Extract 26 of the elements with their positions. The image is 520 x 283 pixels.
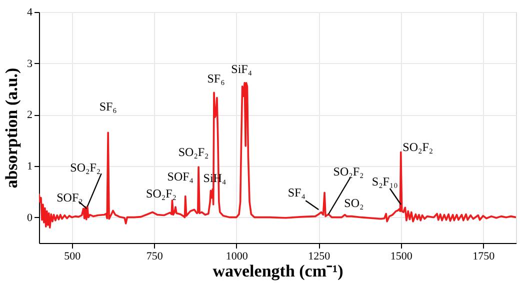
annotation: SiF₄ — [231, 62, 252, 76]
x-tick-label: 1750 — [472, 250, 496, 262]
annotation: SOF₂ — [56, 190, 83, 205]
y-tick-label: 2 — [27, 109, 32, 122]
x-tick-label: 1250 — [308, 250, 331, 262]
annotation: SO₂ — [344, 196, 364, 210]
annotation: SO₂F₂ — [146, 186, 176, 200]
y-tick-label: 3 — [27, 58, 33, 70]
annotation: S₂F₁₀ — [372, 174, 398, 188]
x-tick-label: 1500 — [390, 250, 413, 262]
x-tick-label: 1000 — [226, 250, 248, 262]
x-tick-label: 750 — [146, 250, 164, 262]
annotation: SO₂F₂ — [402, 140, 434, 154]
annotation: SOF₄ — [167, 169, 194, 184]
x-tick-label: 500 — [64, 250, 82, 262]
annotation: SO₂F₂ — [178, 145, 209, 160]
y-tick-label: 1 — [27, 160, 32, 172]
annotation: SF₆ — [207, 72, 225, 86]
y-tick-label: 4 — [27, 6, 33, 18]
annotation: SO₂F₂ — [333, 164, 364, 178]
annotation: SO₂F₂ — [70, 160, 101, 175]
annotation: SF₆ — [99, 100, 117, 114]
y-tick-label: 0 — [27, 212, 33, 224]
y-axis-title: absorption (a.u.) — [2, 68, 21, 188]
annotation: SF₄ — [288, 186, 306, 200]
x-axis-title: wavelength (cm⁻¹) — [212, 262, 344, 280]
